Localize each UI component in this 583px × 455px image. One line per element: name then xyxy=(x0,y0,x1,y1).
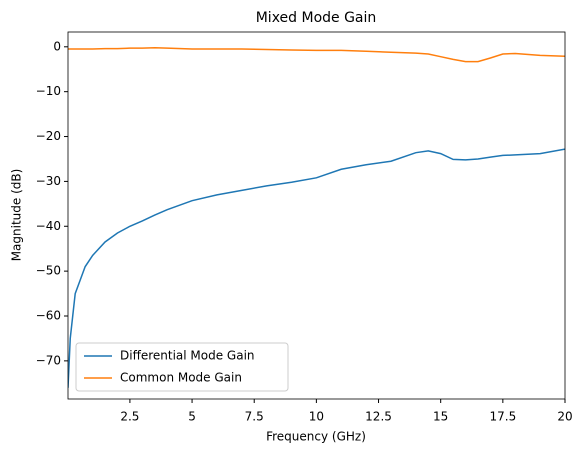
y-tick-label: −10 xyxy=(36,84,61,98)
series-line xyxy=(68,148,565,388)
x-tick-label: 10 xyxy=(309,410,324,424)
y-tick-label: −40 xyxy=(36,219,61,233)
legend-label: Common Mode Gain xyxy=(120,371,242,385)
legend-label: Differential Mode Gain xyxy=(120,349,255,363)
series-line xyxy=(68,46,565,63)
legend-box xyxy=(75,342,289,392)
y-tick-label: −50 xyxy=(36,264,61,278)
y-tick-label: 0 xyxy=(53,39,61,53)
x-tick-label: 2.5 xyxy=(120,410,139,424)
x-tick-label: 20 xyxy=(557,410,572,424)
x-tick-label: 5 xyxy=(188,410,196,424)
y-tick-label: −60 xyxy=(36,308,61,322)
y-axis-label: Magnitude (dB) xyxy=(10,169,24,262)
legend: Differential Mode Gain Common Mode Gain xyxy=(75,342,289,392)
plot-frame xyxy=(67,31,566,400)
y-tick-label: −30 xyxy=(36,174,61,188)
y-tick-label: −70 xyxy=(36,353,61,367)
y-tick-label: −20 xyxy=(36,129,61,143)
x-tick-label: 12.5 xyxy=(365,410,392,424)
chart-title: Mixed Mode Gain xyxy=(256,10,377,26)
x-tick-label: 7.5 xyxy=(245,410,264,424)
x-tick-label: 15 xyxy=(433,410,448,424)
x-axis-label: Frequency (GHz) xyxy=(266,430,366,444)
x-tick-label: 17.5 xyxy=(489,410,516,424)
